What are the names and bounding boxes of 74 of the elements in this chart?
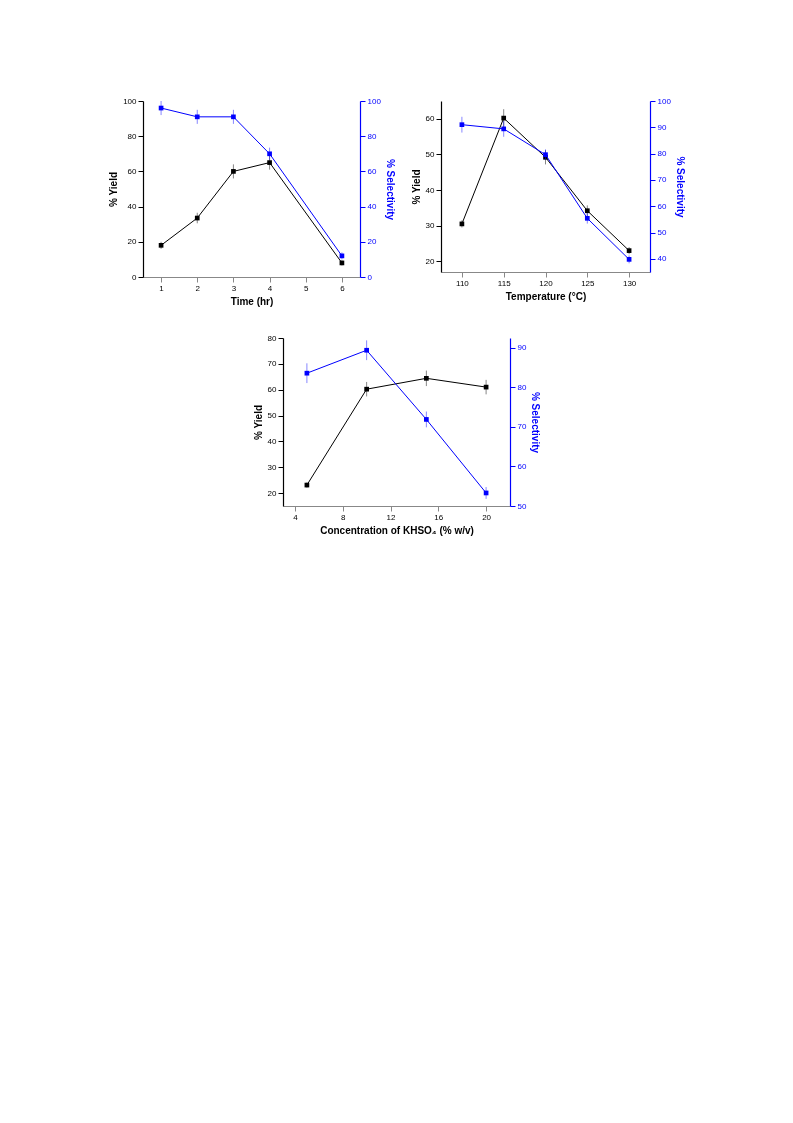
y2-tick-label: 90 (657, 122, 667, 132)
point (304, 370, 310, 376)
x-tick-label: 4 (267, 283, 273, 293)
x-tick-label: 16 (434, 512, 444, 522)
y-tick-label: 50 (267, 411, 278, 421)
y2-tick-label: 60 (517, 461, 527, 471)
x-tick-label: 12 (386, 512, 397, 522)
y2-tick-label: 0 (367, 272, 373, 282)
y2-tick-label: 60 (367, 166, 377, 176)
y-tick-label: 100 (123, 96, 138, 106)
y2-tick-label: 100 (367, 96, 382, 106)
y2-tick-label: 40 (657, 254, 667, 264)
y2-tick-label: 50 (657, 228, 667, 238)
x-tick-label: 1 (159, 283, 165, 293)
x-tick-label: 20 (482, 512, 492, 522)
point (424, 417, 429, 422)
y2-tick-label: 90 (517, 343, 527, 353)
x-tick-label: 110 (456, 278, 470, 288)
x-axis-title: Temperature (°C) (505, 290, 587, 302)
point (501, 126, 507, 132)
y2-tick-label: 70 (517, 422, 527, 432)
point (459, 122, 465, 128)
x-tick-label: 4 (293, 512, 299, 522)
x-tick-label: 120 (539, 278, 554, 288)
point (231, 169, 236, 174)
point (364, 386, 369, 392)
y-tick-label: 50 (425, 149, 436, 159)
point (424, 375, 429, 381)
y-axis-title: % Yield (252, 404, 264, 441)
y-tick-label: 60 (127, 166, 138, 176)
x-tick-label: 115 (497, 278, 512, 288)
y2-tick-label: 70 (657, 175, 667, 185)
y-tick-label: 30 (267, 462, 278, 472)
y2-tick-label: 20 (367, 237, 377, 247)
y2-tick-label: 50 (517, 501, 527, 511)
y-tick-label: 70 (267, 359, 278, 369)
y2-tick-label: 80 (517, 382, 527, 392)
x-tick-label: 5 (304, 283, 310, 293)
point (501, 115, 507, 121)
x-axis-title: Concentration of KHSO₄ (% w/v) (320, 524, 474, 536)
y-tick-label: 30 (425, 221, 436, 231)
y2-axis-title: % Selectivity (530, 391, 542, 454)
y2-tick-label: 80 (657, 149, 667, 159)
y-tick-label: 20 (127, 237, 138, 247)
x-tick-label: 6 (340, 283, 346, 293)
y-axis-title: % Yield (108, 171, 120, 208)
x-axis-title: Time (hr) (230, 295, 274, 307)
y-tick-label: 40 (267, 436, 278, 446)
y-tick-label: 60 (425, 114, 436, 124)
y-tick-label: 20 (267, 488, 278, 498)
x-tick-label: 2 (195, 283, 201, 293)
x-tick-label: 130 (622, 278, 637, 288)
y2-tick-label: 60 (657, 201, 667, 211)
y2-tick-label: 100 (657, 96, 672, 106)
y-tick-label: 80 (127, 131, 138, 141)
point (231, 114, 236, 120)
point (267, 151, 272, 157)
y2-axis-title: % Selectivity (674, 156, 686, 218)
x-tick-label: 8 (341, 512, 347, 522)
y-tick-label: 40 (127, 202, 138, 212)
y-tick-label: 0 (132, 272, 138, 282)
point (194, 114, 200, 120)
y-tick-label: 60 (267, 385, 278, 395)
y2-axis-title: % Selectivity (384, 158, 396, 221)
y-tick-label: 20 (425, 256, 436, 266)
y-tick-label: 80 (267, 333, 278, 343)
point (267, 160, 272, 165)
point (364, 347, 369, 353)
y2-tick-label: 40 (367, 202, 377, 212)
y-tick-label: 40 (425, 185, 436, 195)
x-tick-label: 125 (581, 278, 596, 288)
y-axis-title: % Yield (410, 169, 422, 205)
x-tick-label: 3 (231, 283, 237, 293)
y2-tick-label: 80 (367, 131, 377, 141)
